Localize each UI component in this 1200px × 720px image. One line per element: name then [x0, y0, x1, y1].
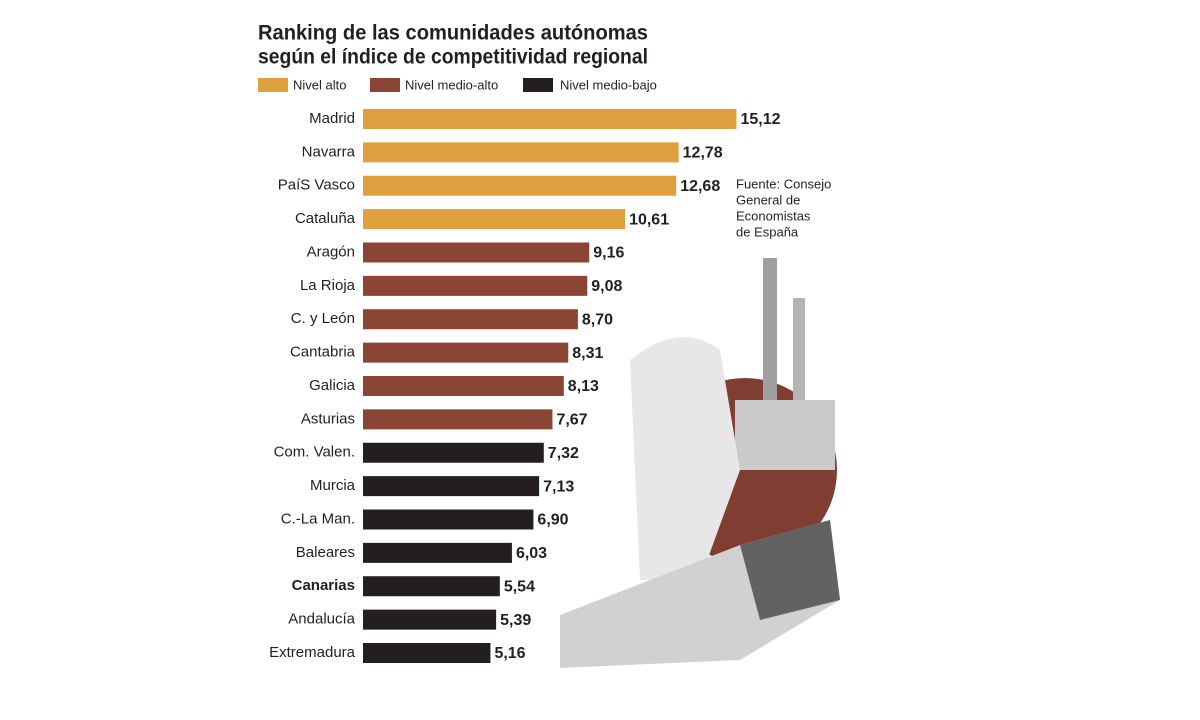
- illustration: [560, 258, 840, 668]
- chart-title: según el índice de competitividad region…: [258, 46, 648, 69]
- category-label: Murcia: [310, 477, 356, 494]
- value-label: 12,68: [680, 178, 720, 195]
- legend-swatch: [370, 78, 400, 92]
- legend-label: Nivel medio-alto: [405, 77, 498, 92]
- value-label: 12,78: [683, 145, 723, 162]
- source-note: General de: [736, 192, 800, 207]
- value-label: 9,08: [591, 278, 622, 295]
- value-label: 6,90: [537, 512, 568, 529]
- category-label: Extremadura: [269, 644, 356, 661]
- category-label: Cantabria: [290, 344, 356, 361]
- bar: [363, 342, 569, 363]
- category-label: C.-La Man.: [281, 510, 355, 527]
- category-label: Com. Valen.: [274, 444, 355, 461]
- legend-label: Nivel medio-bajo: [560, 77, 657, 92]
- bar: [363, 542, 512, 563]
- category-label: Cataluña: [295, 210, 356, 227]
- bar: [363, 442, 544, 463]
- bar: [363, 309, 578, 330]
- bar: [363, 242, 590, 263]
- factory: [735, 400, 835, 470]
- bar: [363, 209, 626, 230]
- category-label: Navarra: [302, 143, 356, 160]
- category-label: Asturias: [301, 410, 355, 427]
- category-label: La Rioja: [300, 277, 356, 294]
- value-label: 5,39: [500, 612, 531, 629]
- category-label: Madrid: [309, 110, 355, 127]
- value-label: 8,31: [572, 345, 603, 362]
- value-label: 15,12: [740, 111, 780, 128]
- value-label: 6,03: [516, 545, 547, 562]
- value-label: 8,13: [568, 378, 599, 395]
- legend-swatch: [523, 78, 553, 92]
- category-label: PaíS Vasco: [278, 177, 355, 194]
- value-label: 7,32: [548, 445, 579, 462]
- sleeve: [740, 520, 840, 620]
- legend-swatch: [258, 78, 288, 92]
- bar: [363, 509, 534, 530]
- value-label: 7,13: [543, 478, 574, 495]
- bar: [363, 175, 677, 196]
- value-label: 8,70: [582, 311, 613, 328]
- bar: [363, 643, 491, 663]
- bar: [363, 275, 588, 296]
- bar: [363, 142, 679, 163]
- chart-title: Ranking de las comunidades autónomas: [258, 22, 648, 45]
- category-label: Baleares: [296, 544, 355, 561]
- value-label: 9,16: [593, 245, 624, 262]
- bar: [363, 476, 540, 497]
- category-label: Andalucía: [288, 611, 355, 628]
- bar: [363, 109, 737, 129]
- value-label: 7,67: [556, 412, 587, 429]
- value-label: 5,16: [494, 645, 525, 662]
- bar: [363, 409, 553, 430]
- source-note: Economistas: [736, 208, 811, 223]
- source-note: Fuente: Consejo: [736, 176, 831, 191]
- category-label: C. y León: [291, 310, 355, 327]
- category-label: Galicia: [309, 377, 356, 394]
- value-label: 5,54: [504, 578, 535, 595]
- source-note: de España: [736, 224, 799, 239]
- category-label: Canarias: [292, 577, 355, 594]
- legend-label: Nivel alto: [293, 77, 346, 92]
- figure: [630, 337, 740, 580]
- bar: [363, 609, 497, 630]
- value-label: 10,61: [629, 211, 669, 228]
- category-label: Aragón: [307, 243, 355, 260]
- bar: [363, 576, 500, 597]
- bar: [363, 376, 564, 396]
